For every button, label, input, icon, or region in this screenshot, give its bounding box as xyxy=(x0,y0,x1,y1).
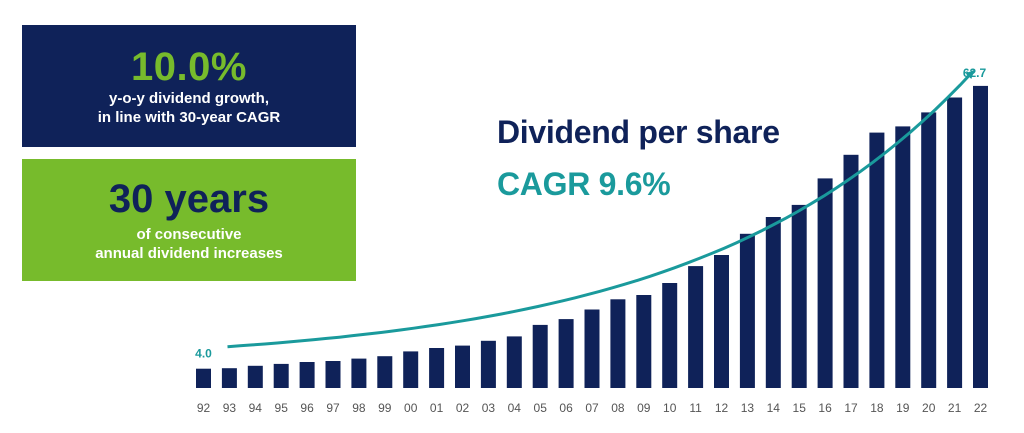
bar-06 xyxy=(558,319,574,388)
x-tick-20: 20 xyxy=(922,401,936,415)
x-tick-11: 11 xyxy=(689,401,702,415)
bar-96 xyxy=(299,362,315,388)
bar-20 xyxy=(921,112,937,389)
x-tick-08: 08 xyxy=(611,401,625,415)
bar-13 xyxy=(739,233,755,388)
bar-01 xyxy=(429,348,445,388)
x-tick-04: 04 xyxy=(508,401,522,415)
chart-subtitle: CAGR 9.6% xyxy=(497,166,671,202)
x-tick-95: 95 xyxy=(275,401,289,415)
bar-94 xyxy=(247,365,263,388)
bar-19 xyxy=(895,126,911,389)
bar-22 xyxy=(973,85,988,389)
years-caption-line1: of consecutive xyxy=(136,226,242,243)
growth-caption-line2: in line with 30-year CAGR xyxy=(97,109,281,126)
years-caption-line2: annual dividend increases xyxy=(95,245,283,262)
bar-10 xyxy=(662,283,678,388)
growth-value: 10.0% xyxy=(131,45,247,89)
bar-12 xyxy=(714,255,729,388)
years-value: 30 years xyxy=(108,177,270,221)
bar-11 xyxy=(688,266,704,388)
bar-08 xyxy=(610,299,626,388)
x-tick-92: 92 xyxy=(197,401,211,415)
bar-95 xyxy=(273,363,289,388)
chart-title: Dividend per share xyxy=(497,114,780,150)
bar-03 xyxy=(480,340,496,388)
bar-99 xyxy=(377,356,393,388)
x-tick-97: 97 xyxy=(326,401,340,415)
bar-21 xyxy=(947,97,963,388)
data-label-92: 4.0 xyxy=(195,347,212,361)
x-tick-10: 10 xyxy=(663,401,677,415)
bar-93 xyxy=(221,368,237,388)
x-tick-98: 98 xyxy=(352,401,366,415)
x-tick-labels: 92 93 94 95 96 97 98 99 00 01 02 03 04 05 06 07 08 09 10 11… xyxy=(197,401,988,415)
x-tick-02: 02 xyxy=(456,401,470,415)
bars-group xyxy=(196,85,988,389)
bar-00 xyxy=(403,351,419,388)
x-tick-07: 07 xyxy=(585,401,599,415)
cagr-trend-arrow xyxy=(227,69,975,349)
years-stat-box: 30 years of consecutive annual dividend … xyxy=(22,159,356,281)
x-tick-01: 01 xyxy=(430,401,444,415)
bar-97 xyxy=(325,361,341,388)
x-tick-14: 14 xyxy=(767,401,781,415)
x-tick-06: 06 xyxy=(559,401,573,415)
x-tick-15: 15 xyxy=(793,401,807,415)
bar-16 xyxy=(817,178,833,388)
x-tick-99: 99 xyxy=(378,401,392,415)
growth-caption-line1: y-o-y dividend growth, xyxy=(109,90,269,107)
x-tick-09: 09 xyxy=(637,401,651,415)
x-tick-03: 03 xyxy=(482,401,496,415)
x-tick-13: 13 xyxy=(741,401,755,415)
x-tick-18: 18 xyxy=(870,401,884,415)
bar-98 xyxy=(351,358,367,388)
bar-17 xyxy=(843,154,859,388)
x-tick-16: 16 xyxy=(818,401,832,415)
x-tick-05: 05 xyxy=(534,401,548,415)
bar-02 xyxy=(455,345,470,388)
bar-15 xyxy=(791,204,807,388)
bar-14 xyxy=(765,217,781,388)
x-tick-93: 93 xyxy=(223,401,237,415)
growth-stat-box: 10.0% y-o-y dividend growth, in line wit… xyxy=(22,25,356,147)
bar-04 xyxy=(506,336,522,388)
x-tick-17: 17 xyxy=(844,401,858,415)
bar-09 xyxy=(636,295,652,388)
x-tick-12: 12 xyxy=(715,401,729,415)
x-tick-00: 00 xyxy=(404,401,418,415)
bar-92 xyxy=(196,368,211,388)
x-tick-21: 21 xyxy=(948,401,962,415)
bar-07 xyxy=(584,309,600,388)
bar-05 xyxy=(532,324,548,388)
x-tick-22: 22 xyxy=(974,401,988,415)
x-tick-19: 19 xyxy=(896,401,910,415)
bar-18 xyxy=(869,132,885,388)
x-tick-94: 94 xyxy=(249,401,263,415)
x-tick-96: 96 xyxy=(300,401,314,415)
